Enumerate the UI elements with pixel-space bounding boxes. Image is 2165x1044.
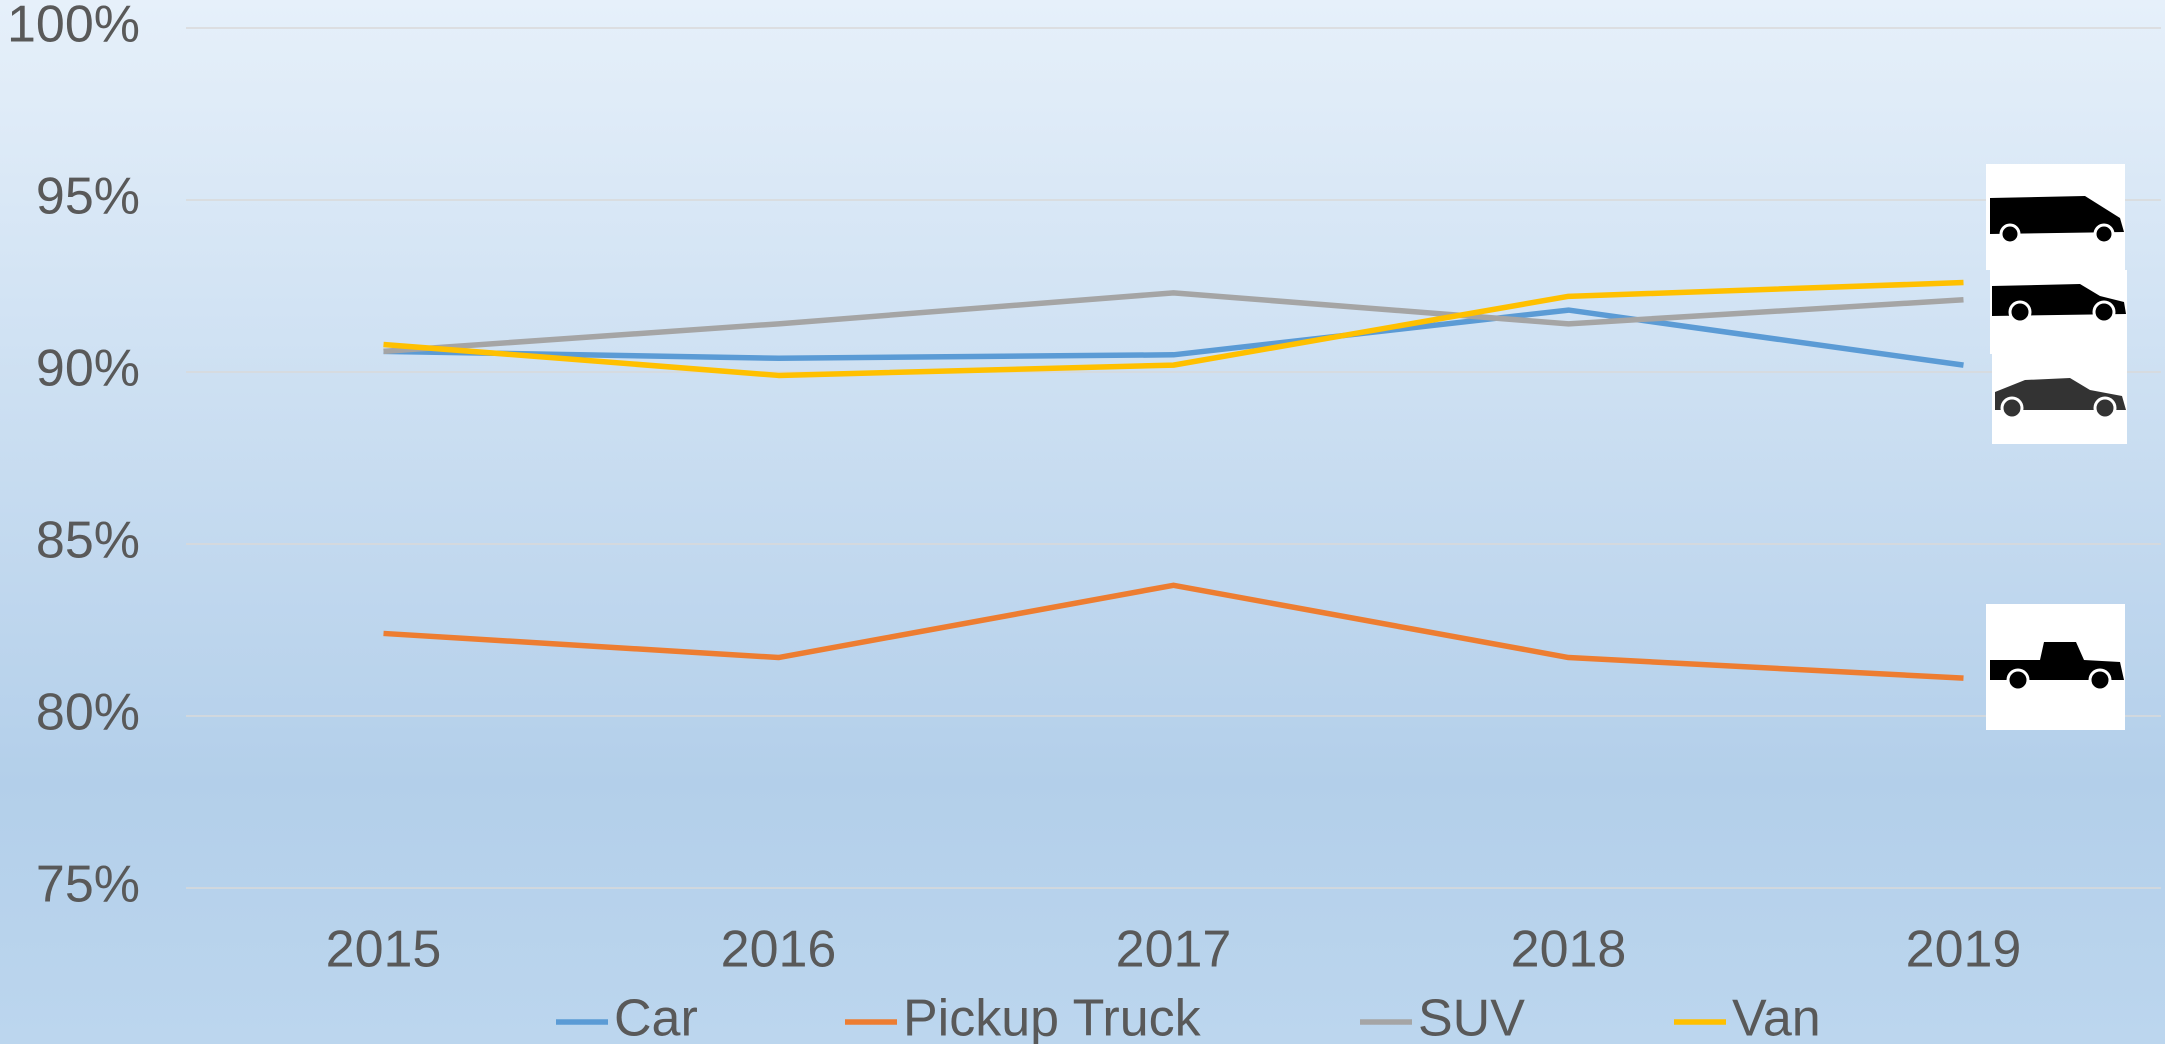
legend-label: Pickup Truck [903, 990, 1202, 1044]
x-tick-label: 2017 [1116, 921, 1232, 979]
x-tick-label: 2016 [721, 921, 837, 979]
series-line [383, 290, 1964, 355]
x-tick-label: 2015 [326, 921, 442, 979]
series-line [383, 307, 1964, 368]
x-tick-label: 2019 [1906, 921, 2022, 979]
suv-icon [1990, 270, 2127, 354]
pickup-icon [1986, 604, 2125, 730]
y-tick-label: 85% [36, 512, 140, 570]
y-tick-label: 90% [36, 340, 140, 398]
legend-label: SUV [1418, 990, 1525, 1044]
y-tick-label: 75% [36, 856, 140, 914]
series-line [383, 279, 1964, 379]
y-tick-label: 95% [36, 168, 140, 226]
y-tick-label: 100% [7, 0, 140, 54]
x-tick-label: 2018 [1511, 921, 1627, 979]
y-tick-label: 80% [36, 684, 140, 742]
legend-label: Car [614, 990, 698, 1044]
series-line [383, 582, 1964, 681]
plot-area: 75% 80% 85% 90% 95% 100% 2015 2016 2017 2018 2019 [7, 0, 2161, 979]
van-icon [1986, 164, 2125, 270]
car-icon [1992, 354, 2127, 444]
legend: Car Pickup Truck SUV Van [556, 990, 1821, 1044]
vehicle-icons [1986, 164, 2127, 730]
legend-label: Van [1732, 990, 1821, 1044]
